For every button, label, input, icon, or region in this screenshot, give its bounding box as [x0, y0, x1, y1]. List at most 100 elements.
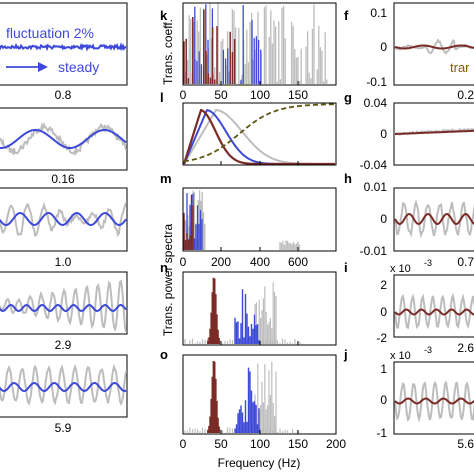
left-panel-2: 0.16	[0, 107, 128, 186]
panel-m-xtick-200: 200	[211, 255, 231, 269]
panel-m-xtick-0: 0	[180, 255, 187, 269]
panel-g-frame	[393, 102, 474, 166]
n-lines-blue	[234, 289, 260, 344]
left-panel-4: 2.9	[0, 271, 128, 352]
panel-k-xtick-100: 100	[250, 88, 270, 102]
panel-f-frame	[393, 2, 474, 86]
steady-arrow-head	[38, 62, 48, 72]
o-lines-blue	[234, 367, 260, 433]
panel-i-frame	[393, 274, 474, 338]
panel-k: k 0 50 100 150	[160, 2, 337, 102]
panel-n: n	[160, 260, 337, 346]
panel-k-xtick-50: 50	[214, 88, 228, 102]
middle-xlabel: Frequency (Hz)	[218, 456, 301, 470]
left-panel-3-frame	[0, 187, 128, 252]
panel-h-ytick-mid: 0	[380, 212, 387, 226]
panel-j-exponent-power: -3	[424, 345, 432, 355]
panel-o: o 0 50 100 150 200 Frequency (Hz)	[160, 347, 346, 470]
panel-i-exponent-power: -3	[424, 258, 432, 268]
panel-h-ytick-top: 0.01	[364, 180, 388, 194]
panel-h-xlabel: 0.7	[457, 255, 474, 269]
panel-m-letter: m	[160, 171, 172, 186]
panel-m: m 0 200 400 600	[160, 171, 337, 269]
panel-n-lines	[184, 277, 301, 344]
panel-j-frame	[393, 361, 474, 435]
left-panel-5-blue-line	[0, 381, 127, 393]
panel-o-lines	[184, 361, 301, 433]
left-panel-5-frame	[0, 354, 128, 418]
panel-m-dark-red-lines	[183, 194, 194, 250]
left-panel-4-xlabel: 2.9	[55, 338, 72, 352]
panel-i-dark-red-line	[394, 308, 474, 316]
left-panel-5-xlabel: 5.9	[55, 421, 72, 435]
panel-j-letter: j	[343, 347, 348, 362]
left-panel-1-annotation: fluctuation 2%	[6, 25, 94, 41]
panel-h-dark-red-line	[394, 212, 474, 226]
panel-j: j x 10 -3 1 0 -1 5.6	[343, 345, 474, 451]
left-panel-4-frame	[0, 271, 128, 335]
panel-g-xlabel: 0.2	[457, 88, 474, 102]
o-lines-dark-red	[207, 361, 220, 433]
panel-k-dark-red-bars	[183, 9, 236, 84]
panel-g-ytick-mid: 0	[380, 127, 387, 141]
left-panel-1-xlabel: 0.8	[55, 88, 72, 102]
panel-i-ytick-top: 2	[380, 278, 387, 292]
middle-ylabel-bottom: Trans. power spectra	[161, 224, 175, 337]
left-panel-3: 1.0	[0, 187, 128, 269]
left-panel-3-blue-line	[0, 211, 127, 227]
middle-column: Trans. coeff. Trans. power spectra k 0 5…	[160, 2, 346, 470]
panel-j-gray-line	[394, 380, 474, 423]
panel-m-xtick-400: 400	[250, 255, 270, 269]
panel-j-ytick-top: 1	[380, 362, 387, 376]
panel-i-gray-line	[394, 292, 474, 330]
panel-i-xlabel: 2.6	[457, 341, 474, 355]
left-panel-3-gray-line	[0, 201, 127, 238]
right-column: f 0.1 0 -0.1 trar g 0.04 0 -0.04 0.2 h 0…	[343, 2, 474, 451]
left-panel-1-annotation-2: steady	[58, 59, 99, 75]
left-panel-5-gray-line	[0, 363, 127, 407]
panel-h: h 0.01 0 -0.01 0.7	[344, 171, 474, 269]
panel-j-ytick-bot: -1	[376, 426, 387, 440]
panel-i-ytick-mid: 0	[380, 305, 387, 319]
left-column: fluctuation 2% steady 0.8 0.16 1.0 2.9	[0, 2, 128, 435]
left-panel-1-frame	[0, 2, 128, 86]
panel-k-letter: k	[160, 8, 168, 23]
left-panel-4-gray-line	[0, 279, 127, 332]
left-panel-1: fluctuation 2% steady 0.8	[0, 2, 128, 102]
panel-f-letter: f	[344, 8, 349, 23]
panel-l-olive-dashed-line	[183, 103, 335, 163]
panel-k-gray-bars	[186, 2, 328, 84]
panel-h-ytick-bot: -0.01	[360, 244, 388, 258]
panel-o-xtick-0: 0	[180, 437, 187, 451]
middle-ylabel-top: Trans. coeff.	[161, 19, 175, 85]
panel-l: l	[160, 90, 337, 166]
left-panel-2-blue-line	[0, 129, 127, 149]
panel-i-letter: i	[344, 260, 348, 275]
panel-g: g 0.04 0 -0.04 0.2	[344, 88, 474, 172]
panel-f-ytick-bot: -0.1	[366, 75, 387, 89]
panel-j-xlabel: 5.6	[457, 437, 474, 451]
left-panel-2-xlabel: 0.16	[51, 172, 75, 186]
panel-h-frame	[393, 187, 474, 252]
panel-g-ytick-top: 0.04	[364, 96, 388, 110]
panel-i-exponent: x 10	[390, 263, 411, 275]
panel-j-ytick-mid: 0	[380, 393, 387, 407]
panel-n-letter: n	[160, 260, 168, 275]
panel-j-exponent: x 10	[390, 350, 411, 362]
panel-m-gray-lines	[183, 190, 301, 250]
panel-l-letter: l	[160, 90, 164, 105]
panel-m-lines	[183, 190, 301, 250]
panel-f-ytick-mid: 0	[380, 40, 387, 54]
panel-h-letter: h	[344, 171, 352, 186]
left-panel-2-frame	[0, 107, 128, 171]
panel-k-xtick-150: 150	[288, 88, 308, 102]
panel-i: i x 10 -3 2 0 -2 2.6	[344, 258, 474, 355]
panel-o-xtick-50: 50	[214, 437, 228, 451]
panel-o-xtick-100: 100	[250, 437, 270, 451]
panel-g-letter: g	[344, 90, 352, 105]
panel-f-annotation: trar	[450, 60, 470, 75]
left-panel-5: 5.9	[0, 354, 128, 435]
panel-k-bars	[183, 2, 328, 84]
left-panel-3-xlabel: 1.0	[55, 255, 72, 269]
panel-i-ytick-bot: -2	[376, 331, 387, 345]
